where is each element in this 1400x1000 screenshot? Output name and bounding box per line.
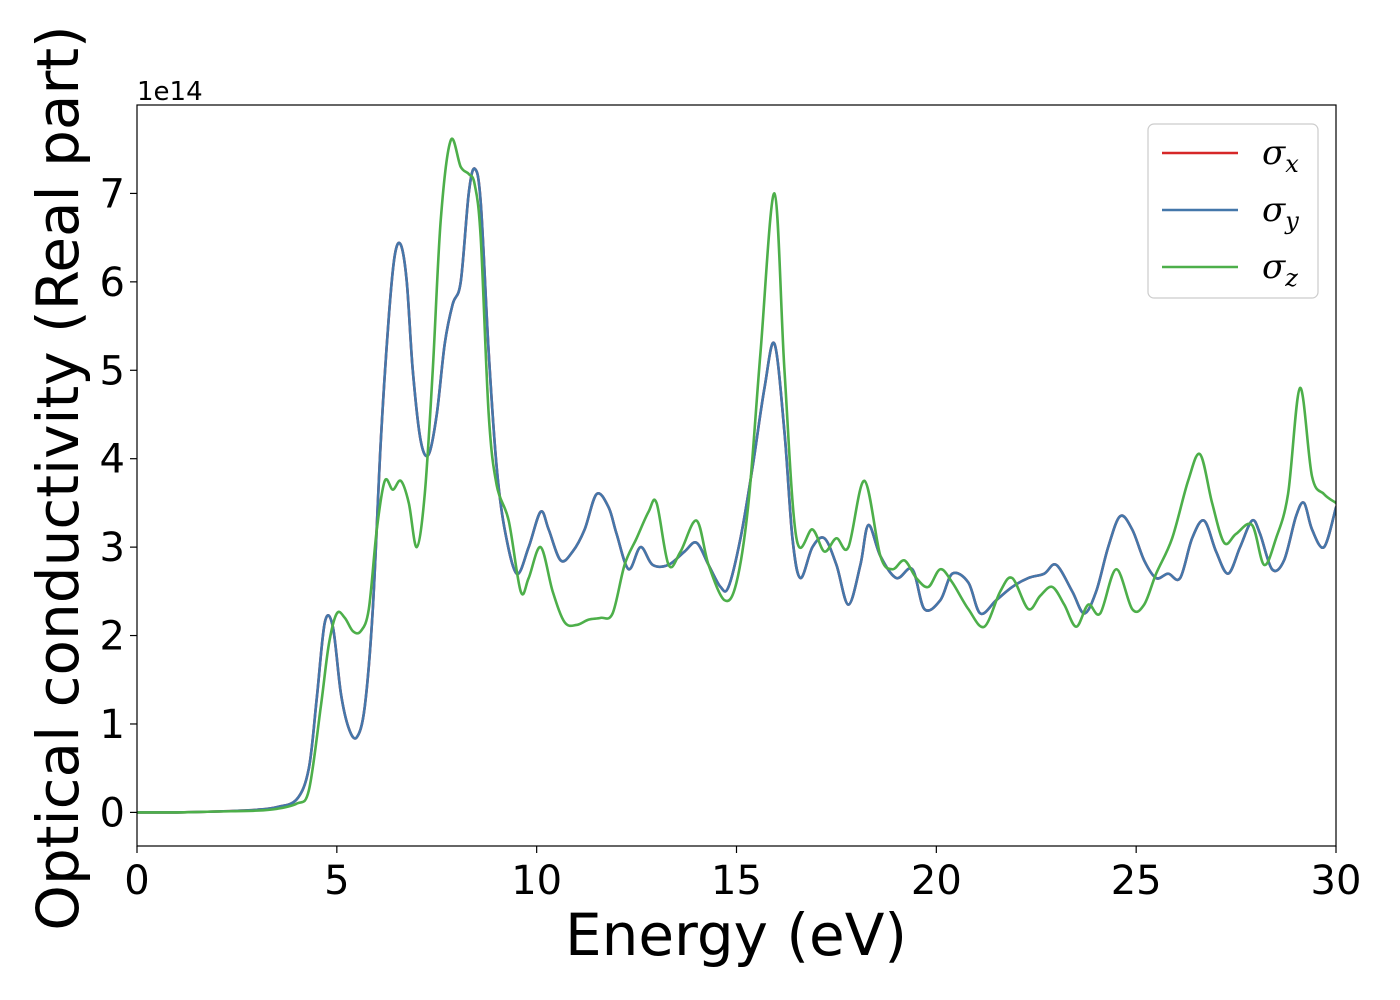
legend-label-y: σy (1262, 190, 1299, 235)
series-line-z (137, 137, 1336, 814)
y-axis-ticks: 0 1 2 3 4 5 6 7 (100, 171, 137, 836)
x-tick-label: 10 (511, 858, 562, 904)
x-axis-ticks: 0 5 10 15 20 25 30 (124, 846, 1361, 904)
y-tick-label: 4 (100, 437, 125, 483)
legend-label-z: σz (1262, 247, 1298, 292)
y-tick-label: 3 (100, 525, 125, 571)
series-line-y (137, 167, 1336, 814)
x-axis-label: Energy (eV) (565, 901, 907, 969)
x-tick-label: 25 (1111, 858, 1162, 904)
y-axis-label: Optical conductivity (Real part) (24, 25, 92, 930)
y-tick-label: 7 (100, 171, 125, 217)
x-tick-label: 20 (911, 858, 962, 904)
y-tick-label: 0 (100, 790, 125, 836)
y-tick-label: 6 (100, 260, 125, 306)
x-tick-label: 15 (711, 858, 762, 904)
y-axis-offset-label: 1e14 (137, 77, 203, 107)
legend-label-x: σx (1262, 133, 1299, 178)
y-tick-label: 2 (100, 614, 125, 660)
x-tick-label: 30 (1311, 858, 1362, 904)
x-tick-label: 0 (124, 858, 149, 904)
x-tick-label: 5 (324, 858, 349, 904)
y-tick-label: 5 (100, 348, 125, 394)
legend: σx σy σz (1147, 123, 1319, 299)
series-layer (137, 137, 1336, 814)
y-tick-label: 1 (100, 702, 125, 748)
